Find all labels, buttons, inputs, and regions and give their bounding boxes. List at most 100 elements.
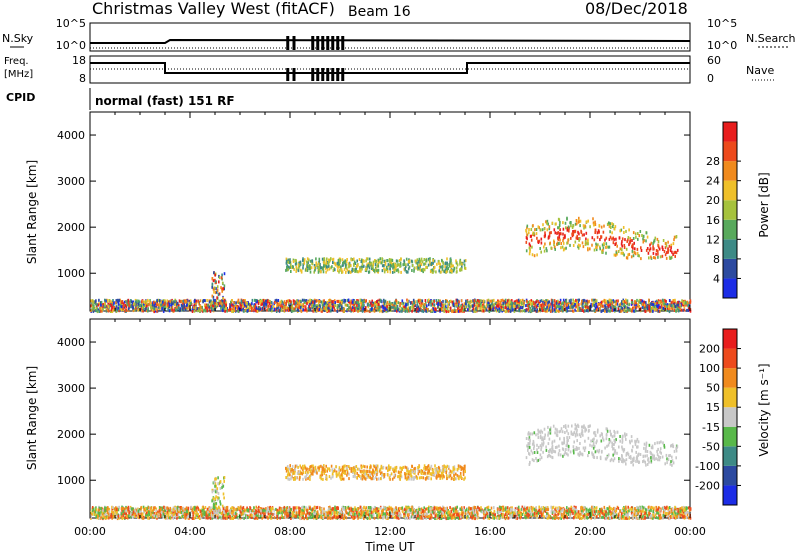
range-cell [628,252,631,256]
range-cell [623,231,625,234]
range-cell [139,304,141,308]
range-cell [197,309,199,312]
range-cell [291,265,294,269]
range-cell [153,300,155,304]
range-cell [211,282,214,286]
range-cell [527,307,530,311]
range-cell [134,300,137,304]
range-cell [525,304,527,308]
range-cell [533,254,536,258]
range-cell [452,264,454,268]
range-cell [237,299,240,303]
range-cell [585,220,588,224]
range-cell [550,246,552,250]
range-cell [629,237,632,241]
range-cell [213,290,215,294]
range-cell [396,259,399,263]
range-cell [578,306,581,310]
range-cell [538,301,541,305]
range-cell [642,237,644,241]
range-cell [372,260,375,264]
range-cell [540,303,542,307]
range-cell [346,268,349,272]
range-cell [687,506,690,510]
power-data-layer [90,216,692,314]
range-cell [154,506,156,510]
range-cell [385,309,388,313]
range-cell [180,303,183,307]
range-cell [483,302,485,306]
range-cell [370,506,373,510]
range-cell [223,284,226,288]
range-cell [596,305,599,309]
range-cell [95,299,97,303]
range-cell [528,231,530,235]
range-cell [327,258,330,262]
colorbar-tick-label: 4 [713,272,720,285]
range-cell [142,308,144,312]
range-cell [474,310,476,313]
range-cell [617,307,620,311]
range-cell [452,300,455,304]
range-cell [539,247,541,250]
range-cell [224,301,226,305]
range-cell [484,307,487,310]
range-cell [377,304,380,308]
range-cell [554,306,556,310]
range-cell [663,304,666,308]
range-cell [251,302,253,306]
range-cell [578,216,580,220]
range-cell [645,302,647,306]
range-cell [550,298,553,302]
range-cell [133,303,136,307]
range-cell [432,270,434,274]
range-cell [361,263,364,267]
range-cell [545,309,547,313]
range-cell [157,298,160,302]
range-cell [297,263,300,267]
range-cell [469,300,471,304]
range-cell [559,301,561,304]
range-cell [585,300,588,304]
range-cell [416,303,419,307]
range-cell [387,263,390,267]
range-cell [93,305,95,308]
range-cell [608,221,610,225]
range-cell [542,300,544,304]
range-cell [315,263,318,267]
range-cell [571,305,573,309]
colorbar-swatch [723,180,737,201]
range-cell [424,299,427,302]
range-cell [543,507,546,510]
range-cell [614,225,617,229]
range-cell [103,301,106,305]
range-cell [577,306,579,310]
range-cell [214,298,216,302]
nsky-label: N.Sky [2,32,34,45]
range-cell [415,309,418,313]
range-cell [297,306,299,310]
range-cell [591,243,593,247]
range-cell [591,507,593,511]
range-cell [287,307,290,311]
range-cell [310,299,313,302]
range-cell [318,308,321,311]
range-cell [396,309,398,313]
range-cell [535,228,538,231]
range-cell [280,307,283,311]
range-cell [273,307,276,311]
range-cell [264,299,267,303]
range-cell [665,244,668,248]
range-cell [542,223,544,227]
range-cell [553,240,555,244]
range-cell [386,259,389,263]
range-cell [526,308,528,312]
range-cell [615,302,618,306]
range-cell [592,298,595,302]
range-cell [289,265,292,269]
range-cell [102,306,104,310]
range-cell [248,309,250,312]
range-cell [648,300,650,304]
range-cell [141,306,144,310]
